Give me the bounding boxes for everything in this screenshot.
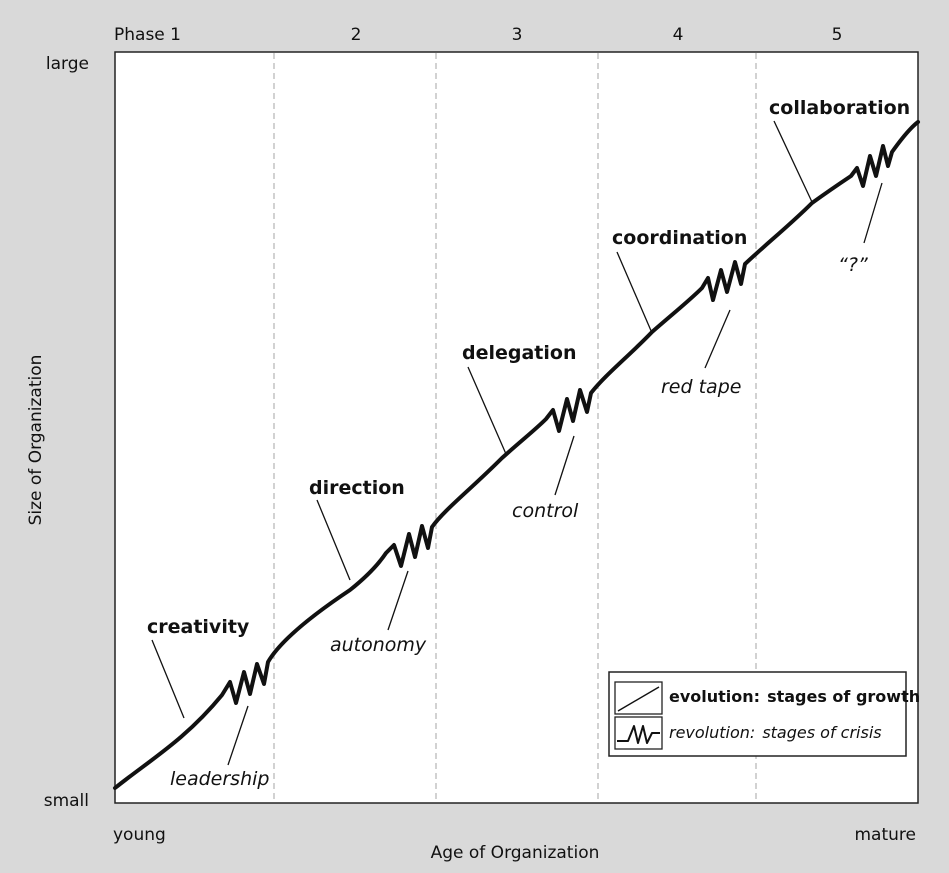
crisis-label-unknown: “?” [838,254,868,276]
evolution-label-collaboration: collaboration [769,97,910,119]
pointer-collaboration [773,120,813,203]
legend-revolution-desc: stages of crisis [762,723,881,742]
pointer-leadership [227,705,249,766]
y-axis-bottom-label: small [44,791,89,811]
x-axis-left-label: young [113,825,166,845]
pointer-control [554,435,575,496]
pointer-direction [316,499,351,581]
evolution-label-creativity: creativity [147,616,250,638]
phase-label-5: 5 [832,25,843,45]
crisis-label-leadership: leadership [170,768,269,790]
pointer-creativity [151,639,185,719]
evolution-label-coordination: coordination [612,227,747,249]
phase-label-1: Phase 1 [114,25,181,45]
crisis-label-red-tape: red tape [661,376,741,398]
phase-label-4: 4 [673,25,684,45]
evolution-label-delegation: delegation [462,342,576,364]
pointer-delegation [467,366,507,455]
evolution-label-direction: direction [309,477,405,499]
y-axis-title: Size of Organization [26,355,46,526]
legend-evolution-text: evolution: stages of growth [669,687,920,706]
x-axis-right-label: mature [855,825,917,845]
x-axis-title: Age of Organization [431,843,600,863]
legend-evolution-line-icon [617,686,660,712]
legend: evolution: stages of growth revolution: st… [608,671,920,757]
pointer-autonomy [387,570,409,631]
y-axis-top-label: large [46,54,89,74]
pointer-unknown-crisis [863,182,883,244]
legend-revolution-text: revolution: stages of crisis [669,723,882,742]
legend-revolution-term: revolution: [669,723,755,742]
pointer-coordination [616,251,653,334]
phase-label-3: 3 [512,25,523,45]
crisis-label-autonomy: autonomy [330,634,427,656]
legend-zigzag-icon [617,725,660,744]
pointer-red-tape [704,309,731,369]
legend-evolution-term: evolution: [669,687,760,706]
growth-curve [113,120,920,790]
legend-evolution-desc: stages of growth [767,687,920,706]
phase-label-2: 2 [351,25,362,45]
crisis-label-control: control [512,500,579,522]
